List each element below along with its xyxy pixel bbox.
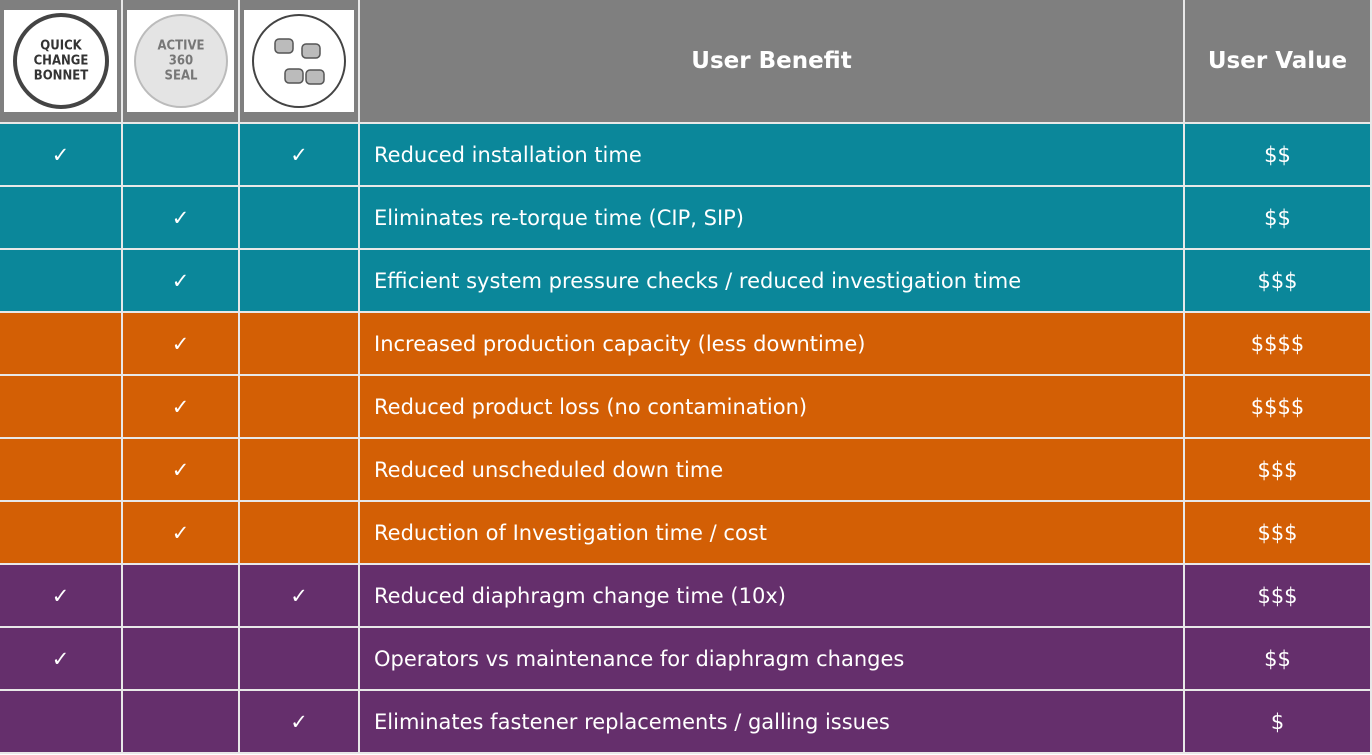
- check-cell: ✓: [240, 691, 360, 754]
- check-cell: [123, 124, 240, 187]
- benefit-cell: Eliminates re-torque time (CIP, SIP): [360, 187, 1185, 250]
- icon-part: [284, 68, 304, 84]
- icon-part: [305, 69, 325, 85]
- check-cell: ✓: [123, 502, 240, 565]
- check-cell: ✓: [240, 565, 360, 628]
- benefit-cell: Reduced installation time: [360, 124, 1185, 187]
- value-cell: $$$$: [1185, 376, 1372, 439]
- check-cell: ✓: [0, 124, 123, 187]
- icon-ring: [252, 14, 346, 108]
- icon-label: ACTIVE: [157, 39, 204, 54]
- check-cell: [0, 250, 123, 313]
- check-cell: ✓: [240, 124, 360, 187]
- check-cell: ✓: [123, 250, 240, 313]
- benefit-cell: Reduction of Investigation time / cost: [360, 502, 1185, 565]
- value-cell: $$$: [1185, 439, 1372, 502]
- icon-part: [274, 38, 294, 54]
- benefit-cell: Operators vs maintenance for diaphragm c…: [360, 628, 1185, 691]
- icon-label: CHANGE: [33, 54, 88, 69]
- check-cell: [123, 691, 240, 754]
- check-cell: [240, 313, 360, 376]
- check-cell: [0, 187, 123, 250]
- check-cell: ✓: [123, 376, 240, 439]
- icon-ring: [12, 13, 109, 109]
- check-cell: [240, 250, 360, 313]
- benefit-cell: Efficient system pressure checks / reduc…: [360, 250, 1185, 313]
- value-cell: $$$: [1185, 502, 1372, 565]
- icon-ring: [133, 14, 228, 108]
- benefit-cell: Reduced product loss (no contamination): [360, 376, 1185, 439]
- check-cell: [240, 628, 360, 691]
- value-cell: $: [1185, 691, 1372, 754]
- check-cell: ✓: [0, 628, 123, 691]
- check-cell: [0, 502, 123, 565]
- value-cell: $$: [1185, 187, 1372, 250]
- icon-box: [244, 10, 354, 112]
- icon-label: BONNET: [33, 69, 87, 84]
- icon-label: 360: [168, 54, 192, 69]
- icon-label: SEAL: [164, 69, 197, 84]
- check-cell: [123, 628, 240, 691]
- icon-box: QUICK CHANGE BONNET: [4, 10, 117, 112]
- check-cell: ✓: [123, 187, 240, 250]
- benefit-cell: Reduced unscheduled down time: [360, 439, 1185, 502]
- value-cell: $$$: [1185, 565, 1372, 628]
- check-cell: [0, 313, 123, 376]
- value-cell: $$: [1185, 628, 1372, 691]
- check-cell: [0, 439, 123, 502]
- value-cell: $$$: [1185, 250, 1372, 313]
- column-header: User Value: [1185, 0, 1372, 124]
- check-cell: [0, 691, 123, 754]
- icon-cell: QUICK CHANGE BONNET: [0, 0, 123, 124]
- icon-box: ACTIVE 360 SEAL: [127, 10, 234, 112]
- icon: [252, 14, 346, 108]
- check-cell: [240, 502, 360, 565]
- benefit-cell: Eliminates fastener replacements / galli…: [360, 691, 1185, 754]
- check-cell: [123, 565, 240, 628]
- icon-label: QUICK: [40, 39, 82, 54]
- check-cell: [0, 376, 123, 439]
- check-cell: ✓: [123, 439, 240, 502]
- icon-cell: ACTIVE 360 SEAL: [123, 0, 240, 124]
- benefit-cell: Increased production capacity (less down…: [360, 313, 1185, 376]
- check-cell: ✓: [123, 313, 240, 376]
- icon-cell: [240, 0, 360, 124]
- column-header: User Benefit: [360, 0, 1185, 124]
- check-cell: [240, 376, 360, 439]
- check-cell: [240, 439, 360, 502]
- benefit-cell: Reduced diaphragm change time (10x): [360, 565, 1185, 628]
- icon-part: [301, 43, 321, 59]
- check-cell: ✓: [0, 565, 123, 628]
- value-cell: $$$$: [1185, 313, 1372, 376]
- value-cell: $$: [1185, 124, 1372, 187]
- check-cell: [240, 187, 360, 250]
